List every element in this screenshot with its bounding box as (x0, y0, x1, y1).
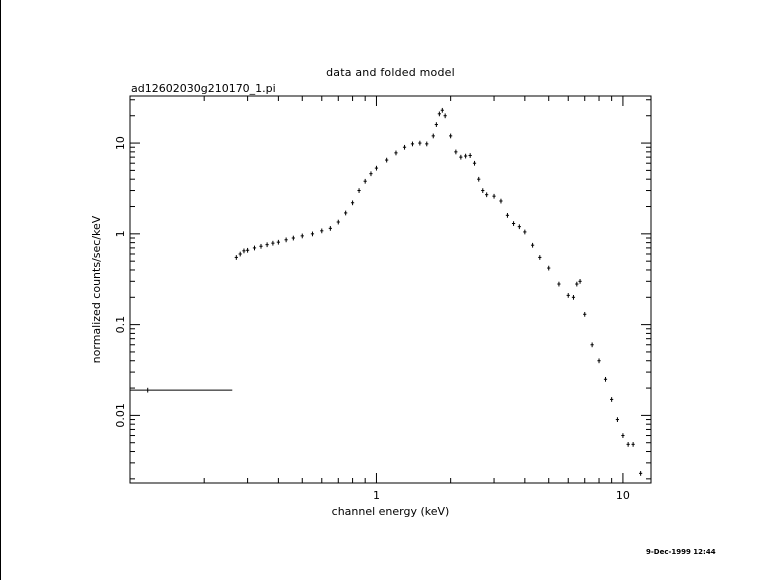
data-point (603, 376, 608, 382)
data-point (615, 417, 620, 422)
data-point (300, 233, 304, 239)
y-tick-label: 10 (114, 136, 127, 150)
data-point (234, 255, 238, 260)
data-point (431, 133, 435, 139)
x-tick-label: 10 (616, 489, 630, 502)
data-point (481, 188, 485, 193)
data-point (547, 265, 551, 271)
data-point (575, 281, 579, 287)
data-point (523, 229, 527, 235)
data-point (578, 279, 582, 284)
data-point (344, 210, 348, 216)
data-point (374, 165, 379, 171)
data-point (259, 243, 263, 249)
data-point (363, 178, 367, 184)
data-point (310, 231, 315, 237)
data-point (350, 200, 355, 206)
data-point (252, 245, 257, 251)
data-point (242, 248, 246, 254)
data-point (276, 239, 280, 245)
data-point (459, 154, 463, 160)
data-point (538, 255, 542, 260)
data-point (130, 387, 233, 393)
data-point (410, 141, 415, 147)
data-point (626, 442, 630, 447)
data-point (402, 144, 407, 150)
data-point (449, 133, 453, 139)
data-point (499, 198, 503, 204)
y-tick-label: 1 (114, 230, 127, 237)
data-point (284, 237, 288, 243)
data-point (320, 228, 324, 234)
x-axis-ticks: 1 10 (129, 96, 630, 502)
data-point (590, 342, 594, 348)
data-point (437, 111, 441, 117)
x-axis-label: channel energy (keV) (332, 505, 450, 518)
data-point (621, 433, 625, 438)
y-tick-label: 0.1 (114, 316, 127, 334)
timestamp: 9-Dec-1999 12:44 (646, 548, 716, 556)
data-point (610, 397, 614, 402)
data-point (492, 193, 496, 199)
data-point (328, 226, 332, 231)
data-point (485, 192, 489, 198)
data-point (631, 442, 635, 447)
data-point (394, 150, 398, 156)
data-point (477, 176, 481, 182)
data-point (530, 242, 535, 248)
data-point (583, 311, 587, 317)
y-tick-label: 0.01 (114, 403, 127, 428)
data-point (505, 213, 510, 218)
data-point (597, 358, 601, 364)
data-point (425, 141, 429, 147)
data-point (472, 160, 477, 166)
data-point (369, 171, 373, 177)
chart-title: data and folded model (326, 66, 455, 79)
data-point (468, 153, 472, 158)
data-point (463, 153, 468, 159)
data-points (130, 107, 643, 476)
y-axis-label: normalized counts/sec/keV (90, 215, 103, 363)
data-point (238, 251, 242, 257)
data-point (385, 157, 389, 163)
data-point (265, 242, 269, 248)
data-point (566, 293, 570, 298)
plot-frame (129, 95, 652, 484)
data-point (245, 247, 250, 253)
data-point (440, 107, 444, 113)
data-point (557, 281, 561, 287)
data-point (434, 122, 438, 127)
data-point (291, 235, 295, 241)
data-point (571, 294, 576, 300)
data-point (418, 140, 422, 146)
y-axis-ticks: 0.01 0.1 1 10 (114, 99, 651, 480)
data-point (336, 219, 340, 225)
left-edge-rule (0, 0, 1, 580)
data-point (517, 224, 521, 230)
data-point (639, 471, 643, 476)
data-point (443, 113, 447, 119)
data-point (454, 149, 458, 155)
data-point (271, 240, 275, 246)
data-point (357, 188, 361, 193)
x-tick-label: 1 (373, 489, 380, 502)
chart-subtitle: ad12602030g210170_1.pi (131, 82, 276, 95)
data-point (511, 221, 516, 226)
